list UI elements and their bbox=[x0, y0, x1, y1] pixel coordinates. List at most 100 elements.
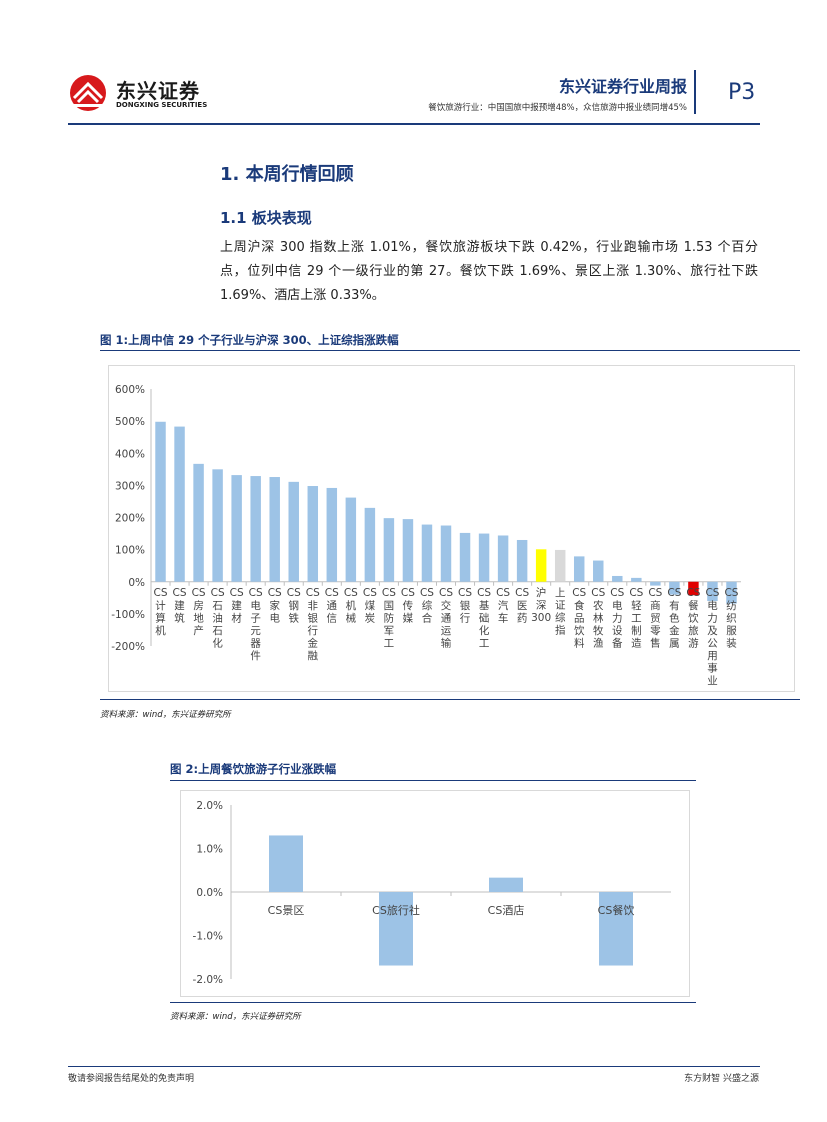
chart2-category-label: CS旅行社 bbox=[372, 903, 420, 917]
chart2-category-label: CS景区 bbox=[268, 904, 305, 917]
brand-name-cn: 东兴证券 bbox=[116, 79, 200, 103]
header-rule bbox=[68, 123, 760, 125]
chart1-bar bbox=[174, 426, 185, 582]
chart1-bar bbox=[669, 581, 680, 595]
dongxing-logo-icon bbox=[70, 75, 106, 111]
chart1-bar bbox=[383, 518, 395, 582]
chart1-category-label: CS 轻工制造 bbox=[629, 587, 643, 650]
chart1-bar bbox=[421, 524, 433, 582]
chart2-ytick-label: -1.0% bbox=[193, 931, 223, 943]
chart1-bar bbox=[155, 421, 166, 582]
chart1-category-label: CS 非银行金融 bbox=[306, 587, 320, 662]
chart1-bar bbox=[497, 535, 509, 582]
chart1-ytick-label: 100% bbox=[115, 545, 145, 557]
chart1-category-label: CS 银行 bbox=[458, 587, 472, 625]
figure2-title: 图 2:上周餐饮旅游子行业涨跌幅 bbox=[170, 762, 337, 776]
figure2-source: 资料来源：wind，东兴证券研究所 bbox=[170, 1012, 301, 1022]
chart1-bar bbox=[250, 476, 261, 582]
chart1-category-label: CS 电子元器件 bbox=[249, 587, 263, 662]
chart1-category-label: CS 电力及公用事业 bbox=[705, 587, 719, 687]
chart1-category-label: CS 医药 bbox=[515, 587, 529, 625]
chart2-bar bbox=[269, 835, 303, 892]
chart1-ytick-label: 0% bbox=[128, 577, 145, 589]
chart1-bar bbox=[650, 581, 661, 586]
figure1-source: 资料来源：wind，东兴证券研究所 bbox=[100, 710, 231, 720]
chart1-category-label: CS 农林牧渔 bbox=[591, 587, 605, 650]
chart1-category-label: CS 食品饮料 bbox=[572, 587, 586, 650]
chart1-category-label: CS 基础化工 bbox=[477, 587, 491, 650]
chart1-bar bbox=[345, 497, 357, 582]
header-divider bbox=[694, 70, 696, 114]
figure2-top-rule bbox=[170, 780, 696, 781]
report-title: 东兴证券行业周报 bbox=[558, 77, 687, 96]
chart1-ytick-label: 400% bbox=[115, 448, 145, 460]
chart1-category-label: CS 交通运输 bbox=[439, 587, 453, 650]
figure2-chart-frame: 2.0% 1.0% 0.0% -1.0% -2.0% CS景区 CS旅行社 CS酒店 CS餐饮 bbox=[180, 790, 690, 997]
chart1-bar bbox=[307, 486, 319, 582]
chart1-bar bbox=[573, 556, 585, 582]
chart1-bar bbox=[326, 487, 338, 582]
chart1-bar bbox=[364, 507, 376, 582]
chart1-category-label: CS 综合 bbox=[420, 587, 434, 625]
chart1-ytick-label: -100% bbox=[111, 609, 145, 621]
section-title: 1. 本周行情回顾 bbox=[220, 164, 354, 185]
chart1-category-label: CS 房地产 bbox=[192, 587, 206, 637]
chart1-category-label: 沪深 300 bbox=[531, 586, 551, 624]
chart1-bar bbox=[231, 475, 242, 582]
chart1-category-label: CS 煤炭 bbox=[363, 587, 377, 625]
figure1-bottom-rule bbox=[100, 699, 800, 700]
chart1-ytick-label: 200% bbox=[115, 513, 145, 525]
chart1-bar bbox=[440, 525, 452, 582]
chart1-bar bbox=[688, 581, 699, 596]
chart2-ytick-label: -2.0% bbox=[193, 974, 223, 986]
page-number: P3 bbox=[728, 80, 756, 105]
chart1-category-label: CS 商贸零售 bbox=[648, 587, 662, 650]
figure1-bar-chart: 600% 500% 400% 300% 200% 100% 0% -100% -200% CS 计算… bbox=[111, 384, 741, 687]
chart1-category-label: 上证综指 bbox=[555, 587, 566, 637]
figure2-bottom-rule bbox=[170, 1002, 696, 1003]
chart1-bar bbox=[554, 549, 566, 582]
chart1-bar bbox=[535, 549, 547, 582]
brand-name-en: DONGXING SECURITIES bbox=[116, 101, 208, 109]
chart2-ytick-label: 0.0% bbox=[196, 887, 223, 899]
chart1-category-label: CS 建材 bbox=[230, 587, 244, 625]
chart1-category-label: CS 通信 bbox=[325, 587, 339, 625]
chart1-bar bbox=[707, 581, 718, 602]
footer-disclaimer: 敬请参阅报告结尾处的免责声明 bbox=[68, 1074, 195, 1084]
chart1-category-label: CS 石油石化 bbox=[211, 587, 225, 650]
footer-slogan: 东方财智 兴盛之源 bbox=[684, 1074, 759, 1084]
chart1-category-label: CS 机械 bbox=[344, 587, 358, 625]
chart2-bar bbox=[599, 892, 633, 966]
chart1-bar bbox=[288, 481, 299, 582]
chart1-bar bbox=[402, 519, 414, 582]
chart1-bar bbox=[612, 575, 623, 582]
chart1-bar bbox=[459, 532, 471, 582]
chart1-category-label: CS 国防军工 bbox=[382, 587, 396, 650]
chart1-category-label: CS 家电 bbox=[268, 587, 282, 625]
chart1-category-label: CS 计算机 bbox=[154, 587, 168, 637]
chart1-bar bbox=[631, 577, 642, 582]
footer-rule bbox=[68, 1066, 760, 1067]
chart1-bar bbox=[593, 560, 604, 582]
chart1-category-label: CS 纺织服装 bbox=[724, 587, 738, 650]
chart1-bar bbox=[193, 463, 204, 582]
report-subtitle: 餐饮旅游行业：中国国旅中报预增48%，众信旅游中报业绩同增45% bbox=[428, 103, 687, 113]
chart1-bar bbox=[212, 469, 223, 582]
chart1-ytick-label: 500% bbox=[115, 416, 145, 428]
chart2-bar bbox=[379, 892, 413, 966]
subsection-title: 1.1 板块表现 bbox=[220, 209, 312, 227]
chart1-ytick-label: 300% bbox=[115, 480, 145, 492]
chart2-ytick-label: 1.0% bbox=[196, 844, 223, 856]
chart2-ytick-label: 2.0% bbox=[196, 800, 223, 812]
chart1-bar bbox=[516, 539, 528, 582]
figure1-title: 图 1:上周中信 29 个子行业与沪深 300、上证综指涨跌幅 bbox=[100, 333, 399, 347]
figure2-bar-chart: 2.0% 1.0% 0.0% -1.0% -2.0% CS景区 CS旅行社 CS酒店 CS餐饮 bbox=[193, 800, 671, 986]
chart1-bar bbox=[269, 477, 280, 582]
summary-paragraph: 上周沪深 300 指数上涨 1.01%，餐饮旅游板块下跌 0.42%，行业跑输市… bbox=[220, 240, 758, 303]
chart1-category-label: CS 餐饮旅游 bbox=[686, 587, 700, 650]
chart1-bar bbox=[478, 533, 490, 582]
chart1-category-label: CS 汽车 bbox=[496, 587, 510, 625]
chart2-bar bbox=[489, 877, 523, 892]
chart1-ytick-label: 600% bbox=[115, 384, 145, 396]
chart1-category-label: CS 有色金属 bbox=[667, 587, 681, 650]
